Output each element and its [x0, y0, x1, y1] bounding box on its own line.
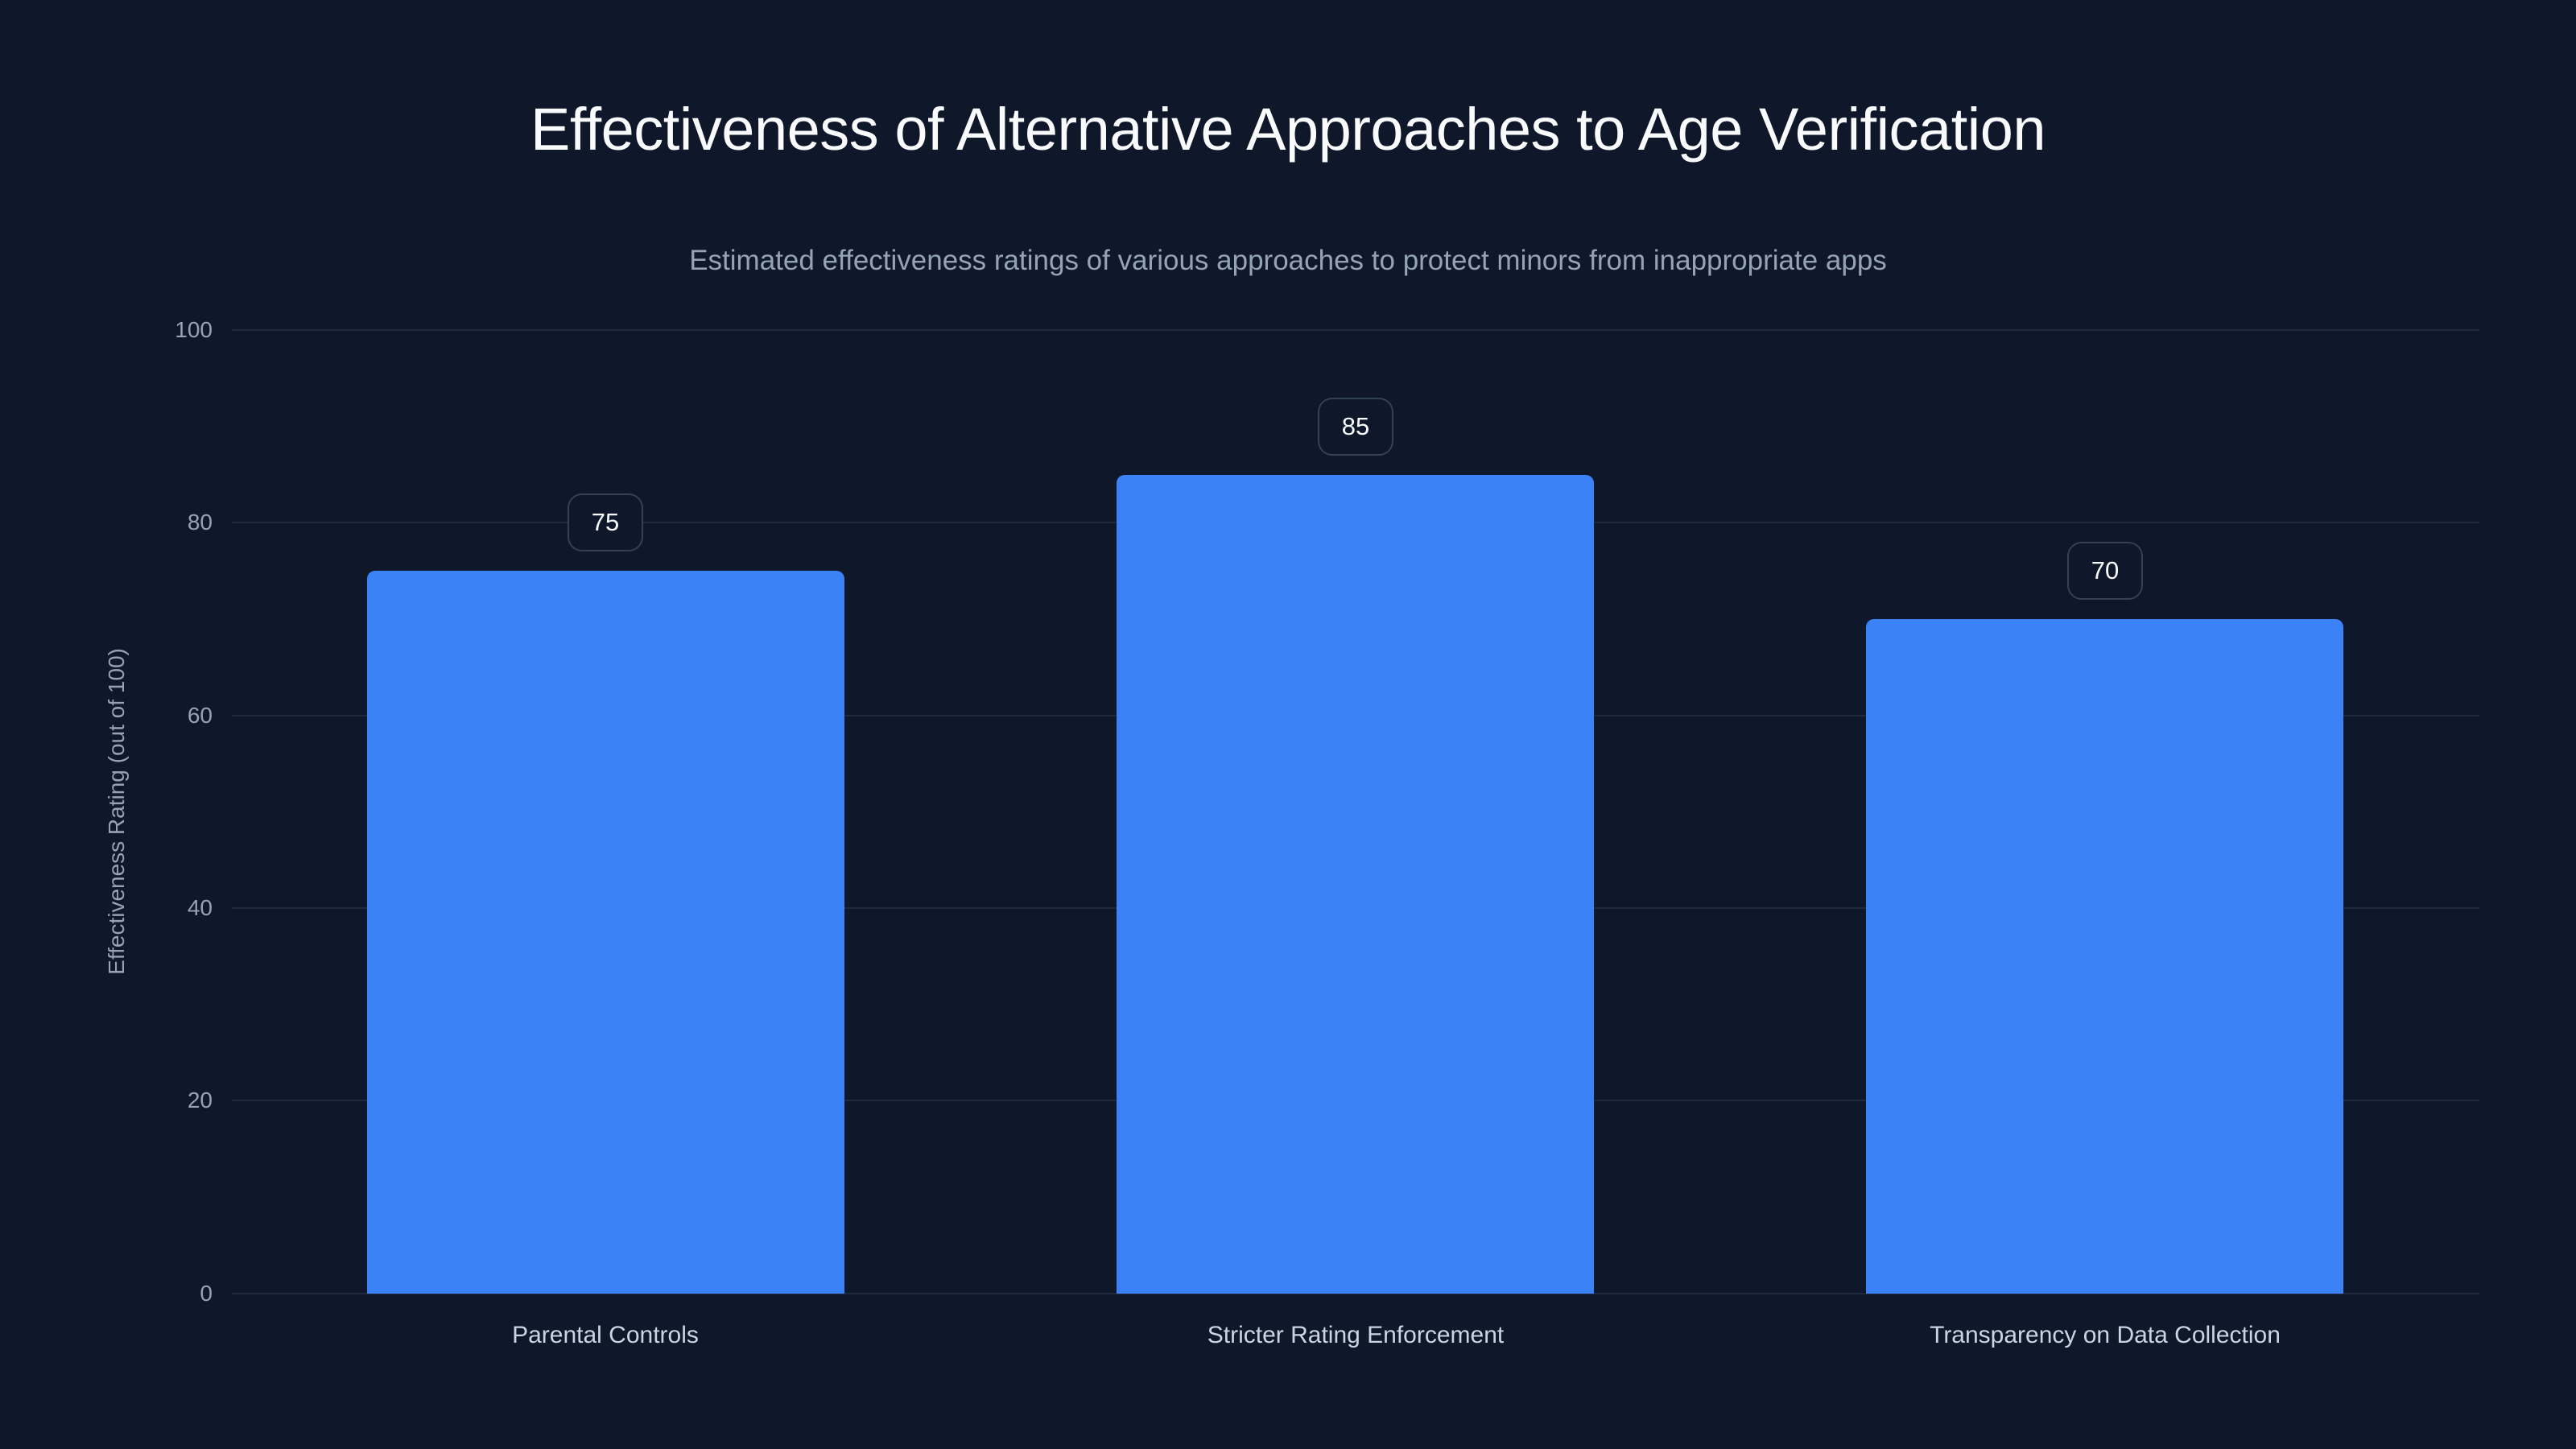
y-axis-title: Effectiveness Rating (out of 100) — [104, 648, 129, 975]
y-tick-60: 60 — [187, 703, 213, 728]
y-tick-40: 40 — [187, 895, 213, 920]
bar-transparency-data-collection[interactable] — [1866, 619, 2343, 1294]
plot-area: 100 80 60 40 20 0 75 85 70 — [175, 317, 2479, 1306]
bar-parental-controls[interactable] — [367, 571, 844, 1294]
gridline-100 — [232, 329, 2479, 331]
chart-title: Effectiveness of Alternative Approaches … — [530, 96, 2046, 163]
data-label-transparency-data-collection: 70 — [2067, 542, 2143, 601]
y-tick-80: 80 — [187, 510, 213, 535]
gridline-0 — [232, 1293, 2479, 1294]
y-tick-0: 0 — [200, 1281, 213, 1306]
data-label-parental-controls: 75 — [568, 493, 643, 552]
bar-stricter-rating-enforcement[interactable] — [1117, 474, 1594, 1294]
x-label-stricter-rating-enforcement: Stricter Rating Enforcement — [1207, 1322, 1505, 1348]
x-label-parental-controls: Parental Controls — [512, 1322, 699, 1348]
y-tick-100: 100 — [175, 317, 213, 342]
chart-subtitle: Estimated effectiveness ratings of vario… — [689, 245, 1887, 276]
y-tick-20: 20 — [187, 1088, 213, 1113]
x-label-transparency-data-collection: Transparency on Data Collection — [1930, 1322, 2281, 1348]
data-label-stricter-rating-enforcement: 85 — [1318, 397, 1393, 456]
